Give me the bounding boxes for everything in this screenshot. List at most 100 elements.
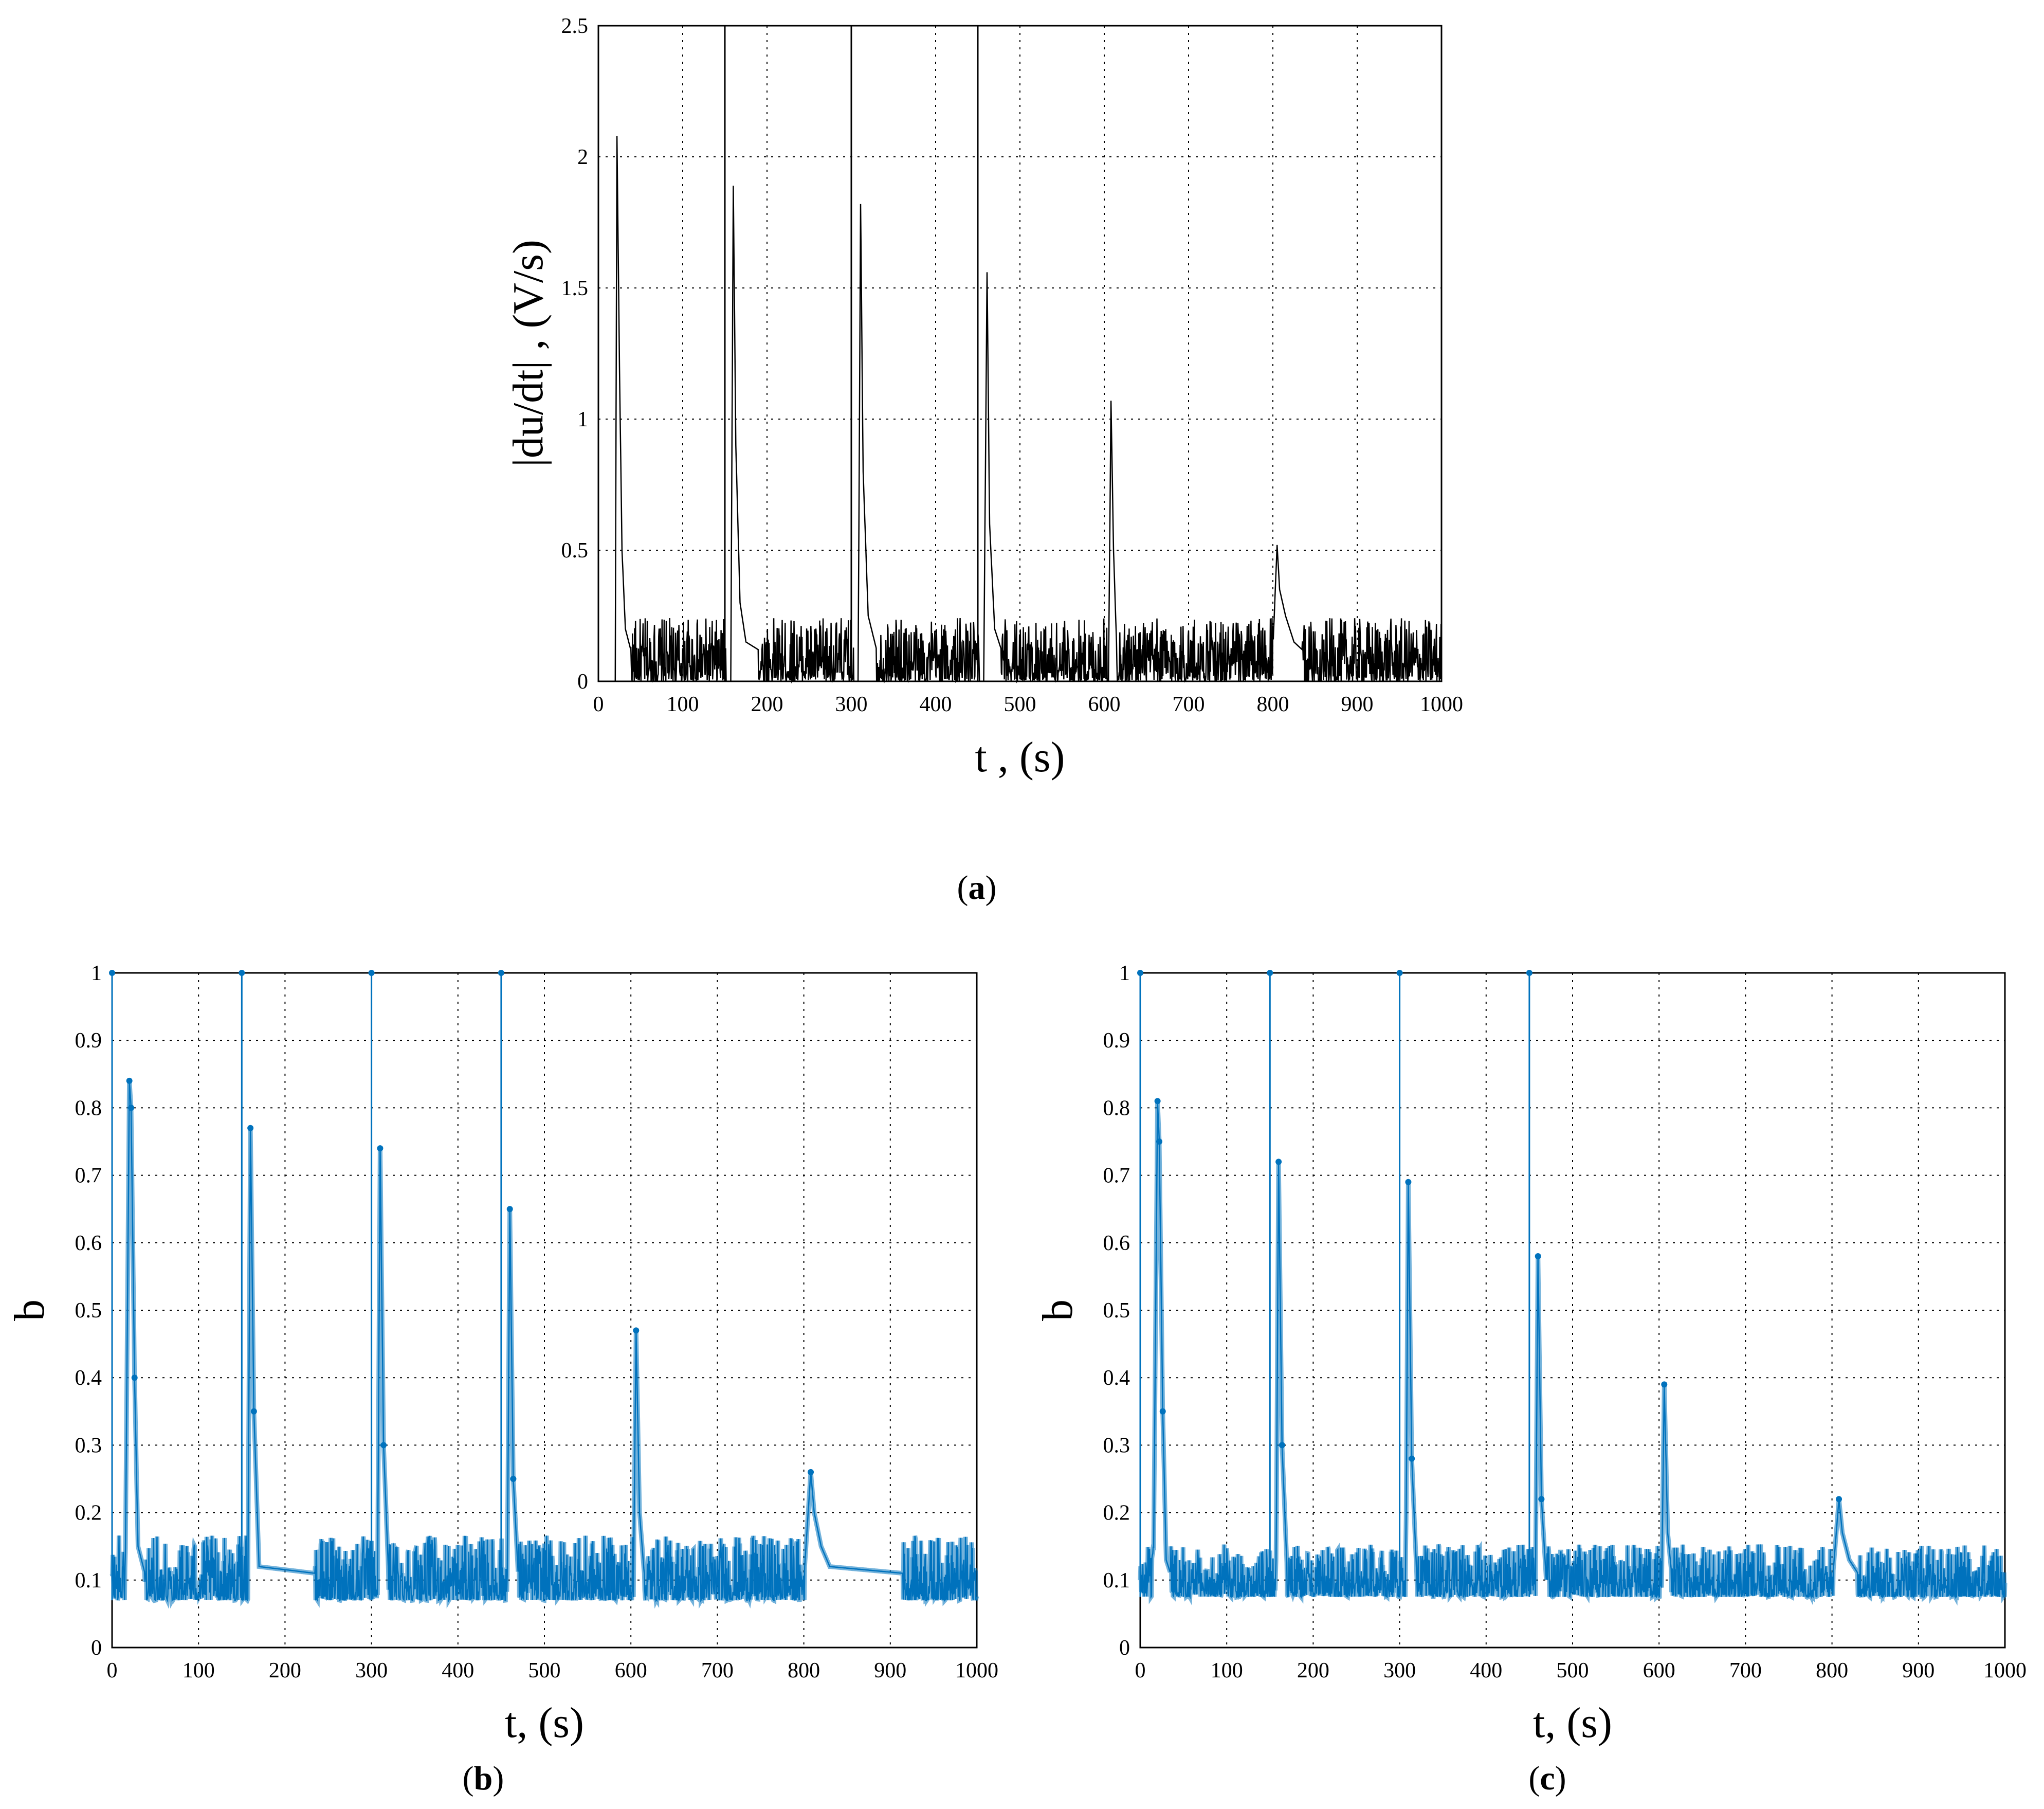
peak-marker bbox=[633, 1327, 640, 1334]
x-tick-label: 300 bbox=[355, 1659, 388, 1683]
x-tick-label: 700 bbox=[701, 1659, 734, 1683]
y-axis-label-a: |du/dt| , (V/s) bbox=[504, 240, 552, 467]
x-tick-label: 200 bbox=[751, 693, 783, 716]
peak-marker bbox=[1275, 1159, 1282, 1165]
y-tick-label: 0 bbox=[577, 670, 588, 694]
x-axis-label-a: t , (s) bbox=[975, 733, 1065, 781]
series-b bbox=[109, 970, 979, 1609]
spike-marker bbox=[498, 970, 504, 976]
y-tick-label: 0.4 bbox=[75, 1366, 102, 1390]
x-tick-label: 1000 bbox=[1420, 693, 1463, 716]
x-tick-label: 800 bbox=[1257, 693, 1289, 716]
x-tick-label: 700 bbox=[1173, 693, 1205, 716]
y-tick-label: 0.7 bbox=[75, 1164, 102, 1188]
x-tick-label: 1000 bbox=[1983, 1659, 2027, 1683]
y-tick-label: 0.5 bbox=[1103, 1299, 1130, 1323]
x-tick-label: 900 bbox=[874, 1659, 906, 1683]
peak-marker bbox=[131, 1374, 138, 1381]
peak-marker bbox=[1156, 1138, 1163, 1145]
peak-marker bbox=[808, 1469, 814, 1475]
peak-marker bbox=[380, 1442, 387, 1449]
x-tick-label: 600 bbox=[1088, 693, 1121, 716]
x-axis-label-b: t, (s) bbox=[505, 1699, 584, 1747]
spike-marker bbox=[368, 970, 375, 976]
y-tick-label: 0.3 bbox=[1103, 1434, 1130, 1457]
x-tick-label: 400 bbox=[442, 1659, 474, 1683]
y-tick-label: 0.1 bbox=[1103, 1569, 1130, 1593]
y-tick-label: 0.4 bbox=[1103, 1366, 1130, 1390]
x-tick-label: 600 bbox=[1643, 1659, 1675, 1683]
series-a bbox=[598, 136, 1443, 684]
y-tick-label: 0.3 bbox=[75, 1434, 102, 1457]
x-tick-label: 600 bbox=[615, 1659, 647, 1683]
y-tick-label: 0 bbox=[1119, 1636, 1130, 1660]
x-tick-label: 400 bbox=[1470, 1659, 1502, 1683]
spike-marker bbox=[1137, 970, 1143, 976]
x-tick-label: 800 bbox=[788, 1659, 820, 1683]
peak-marker bbox=[126, 1077, 133, 1084]
spike-marker bbox=[1526, 970, 1532, 976]
panel-b: 0 100 200 300 400 500 600 700 800 900 1000 0 0.1 0.2… bbox=[6, 962, 998, 1797]
y-tick-label: 0.8 bbox=[1103, 1096, 1130, 1120]
peak-marker bbox=[250, 1408, 257, 1415]
y-tick-label: 0.8 bbox=[75, 1096, 102, 1120]
y-axis-label-b: b bbox=[6, 1299, 53, 1321]
y-tick-label: 0.5 bbox=[75, 1299, 102, 1323]
grid-c bbox=[1140, 973, 2005, 1648]
x-tick-label: 200 bbox=[1297, 1659, 1329, 1683]
y-tick-label: 2 bbox=[577, 146, 588, 169]
x-tick-label: 300 bbox=[1383, 1659, 1416, 1683]
vertical-lines-a bbox=[724, 26, 979, 681]
x-tick-labels-b: 0 100 200 300 400 500 600 700 800 900 1000 bbox=[107, 1659, 999, 1683]
x-tick-label: 300 bbox=[835, 693, 868, 716]
peak-marker bbox=[1405, 1179, 1412, 1185]
x-tick-label: 0 bbox=[1135, 1659, 1146, 1683]
y-tick-label: 0.2 bbox=[75, 1502, 102, 1525]
x-tick-label: 800 bbox=[1816, 1659, 1848, 1683]
peak-marker bbox=[128, 1105, 135, 1111]
x-tick-label: 0 bbox=[107, 1659, 118, 1683]
x-tick-label: 500 bbox=[1557, 1659, 1589, 1683]
series-markers bbox=[110, 1080, 979, 1609]
peak-marker bbox=[1409, 1455, 1415, 1462]
peak-marker bbox=[506, 1206, 513, 1213]
caption-a: (a) bbox=[957, 869, 997, 907]
y-tick-label: 0.5 bbox=[561, 539, 589, 563]
y-tick-label: 1 bbox=[91, 962, 102, 985]
y-tick-labels-b: 0 0.1 0.2 0.3 0.4 0.5 0.6 0.7 0.8 0.9 1 bbox=[75, 962, 102, 1660]
y-tick-label: 0 bbox=[91, 1636, 102, 1660]
x-tick-label: 400 bbox=[920, 693, 952, 716]
x-tick-labels-a: 0 100 200 300 400 500 600 700 800 900 1000 bbox=[593, 693, 1464, 716]
peak-marker bbox=[1159, 1408, 1166, 1415]
x-tick-label: 100 bbox=[182, 1659, 215, 1683]
y-tick-label: 1.5 bbox=[561, 277, 589, 300]
x-tick-label: 500 bbox=[1004, 693, 1036, 716]
x-tick-label: 500 bbox=[528, 1659, 561, 1683]
panel-c: 0 100 200 300 400 500 600 700 800 900 1000 0 0.1 0.2… bbox=[1034, 962, 2027, 1797]
peak-marker bbox=[1154, 1098, 1161, 1105]
peak-marker bbox=[377, 1145, 384, 1152]
y-tick-label: 2.5 bbox=[561, 14, 589, 38]
peak-marker bbox=[510, 1476, 517, 1482]
y-tick-label: 1 bbox=[577, 408, 588, 431]
y-tick-labels-a: 0 0.5 1 1.5 2 2.5 bbox=[561, 14, 589, 694]
caption-c: (c) bbox=[1528, 1760, 1566, 1797]
y-tick-label: 0.7 bbox=[1103, 1164, 1130, 1188]
x-tick-label: 900 bbox=[1341, 693, 1374, 716]
x-tick-label: 900 bbox=[1902, 1659, 1934, 1683]
y-tick-label: 1 bbox=[1119, 962, 1130, 985]
peak-marker bbox=[1661, 1381, 1668, 1388]
peak-marker bbox=[1538, 1496, 1545, 1503]
spike-marker bbox=[239, 970, 245, 976]
x-tick-label: 0 bbox=[593, 693, 604, 716]
y-tick-label: 0.9 bbox=[75, 1029, 102, 1053]
y-tick-labels-c: 0 0.1 0.2 0.3 0.4 0.5 0.6 0.7 0.8 0.9 1 bbox=[1103, 962, 1130, 1660]
caption-b: (b) bbox=[463, 1760, 504, 1797]
x-axis-label-c: t, (s) bbox=[1533, 1699, 1612, 1747]
peak-marker bbox=[247, 1125, 254, 1131]
x-tick-label: 100 bbox=[1211, 1659, 1243, 1683]
spike-marker bbox=[1267, 970, 1273, 976]
y-tick-label: 0.1 bbox=[75, 1569, 102, 1593]
series-markers bbox=[1138, 1101, 2008, 1606]
